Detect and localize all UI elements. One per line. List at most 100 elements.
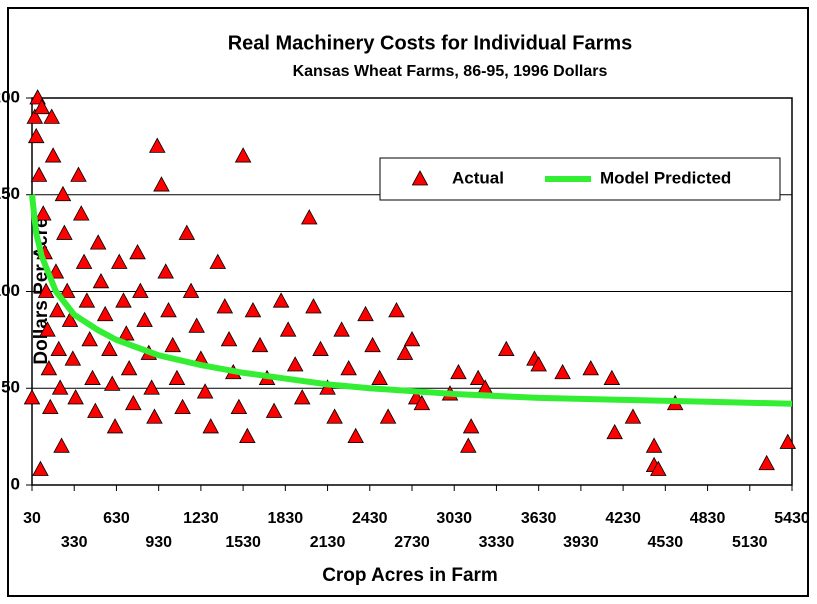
- data-point: [118, 325, 135, 341]
- y-tick-label: 100: [0, 281, 20, 300]
- data-point: [460, 437, 477, 453]
- data-point: [125, 394, 142, 411]
- data-point: [54, 185, 72, 202]
- data-point: [174, 398, 191, 415]
- x-tick-label: 1230: [183, 510, 219, 527]
- data-point: [182, 282, 200, 298]
- data-point: [39, 321, 56, 337]
- data-point: [43, 108, 60, 124]
- data-point: [168, 369, 186, 385]
- data-point: [265, 402, 283, 418]
- legend-label: Actual: [452, 168, 504, 187]
- data-point: [305, 298, 322, 314]
- x-tick-label: 330: [61, 534, 88, 551]
- data-point: [364, 336, 381, 353]
- data-point: [23, 389, 41, 405]
- y-tick-label: 50: [1, 378, 20, 397]
- x-tick-label: 630: [103, 510, 130, 527]
- data-point: [326, 408, 343, 424]
- data-point: [582, 360, 600, 376]
- x-tick-label: 3930: [563, 534, 599, 551]
- data-point: [64, 350, 82, 366]
- x-tick-label: 1830: [268, 510, 304, 527]
- data-point: [81, 331, 98, 347]
- data-point: [164, 336, 182, 353]
- data-point: [178, 224, 196, 240]
- data-point: [462, 418, 480, 434]
- data-point: [530, 356, 547, 372]
- data-point: [603, 369, 621, 385]
- data-point: [202, 418, 220, 434]
- data-point: [56, 224, 73, 240]
- legend: Actual Model Predicted: [379, 157, 781, 201]
- data-point: [388, 302, 405, 318]
- x-tick-label: 2130: [310, 534, 346, 551]
- data-point: [244, 302, 262, 318]
- data-point: [554, 363, 571, 380]
- data-point: [357, 305, 374, 322]
- data-point: [53, 437, 70, 453]
- data-point: [279, 321, 297, 337]
- data-point: [50, 340, 68, 356]
- data-point: [216, 298, 234, 314]
- legend-label: Model Predicted: [600, 168, 731, 187]
- data-point: [72, 205, 90, 221]
- data-point: [196, 383, 214, 399]
- x-tick-label: 1530: [225, 534, 261, 551]
- data-point: [272, 292, 290, 308]
- x-axis-label: Crop Acres in Farm: [322, 565, 498, 586]
- chart-subtitle: Kansas Wheat Farms, 86-95, 1996 Dollars: [293, 63, 608, 80]
- data-point: [286, 356, 304, 372]
- data-point: [413, 394, 431, 411]
- model-line: [29, 194, 793, 407]
- data-point: [92, 272, 110, 289]
- data-point: [234, 147, 252, 163]
- data-point: [624, 408, 642, 424]
- data-point: [129, 243, 146, 260]
- data-point: [347, 427, 364, 444]
- x-tick-label: 3630: [521, 510, 557, 527]
- data-point: [44, 147, 62, 163]
- data-point: [371, 369, 388, 385]
- data-point: [450, 363, 467, 380]
- y-tick-label: 0: [11, 474, 20, 493]
- data-point: [300, 209, 318, 225]
- data-point: [209, 253, 227, 269]
- data-point: [340, 360, 357, 376]
- data-point: [78, 292, 96, 308]
- data-point: [333, 321, 350, 337]
- data-point: [220, 331, 238, 347]
- y-tick-label: 150: [0, 184, 20, 203]
- data-point: [146, 408, 163, 424]
- data-point: [779, 433, 797, 449]
- data-point: [37, 282, 55, 298]
- data-point: [58, 282, 76, 298]
- data-point: [110, 253, 128, 269]
- data-point: [42, 398, 59, 415]
- data-point: [101, 340, 118, 356]
- data-point: [33, 98, 51, 115]
- data-point: [96, 305, 114, 322]
- data-point: [120, 360, 138, 376]
- x-tick-label: 2430: [352, 510, 388, 527]
- x-tick-label: 4230: [605, 510, 641, 527]
- data-point: [758, 454, 775, 471]
- chart-title: Real Machinery Costs for Individual Farm…: [228, 32, 633, 54]
- data-point: [30, 166, 48, 182]
- data-point: [70, 166, 87, 182]
- data-point: [379, 408, 397, 424]
- data-point: [115, 292, 132, 308]
- data-point: [75, 253, 93, 269]
- data-point: [61, 311, 79, 327]
- data-point: [148, 137, 166, 153]
- data-point: [143, 379, 160, 395]
- data-point: [49, 302, 66, 318]
- x-tick-label: 30: [23, 510, 41, 527]
- data-point: [67, 389, 84, 405]
- data-point: [312, 340, 329, 356]
- data-point: [160, 302, 177, 318]
- x-tick-label: 2730: [394, 534, 430, 551]
- data-point: [84, 369, 101, 385]
